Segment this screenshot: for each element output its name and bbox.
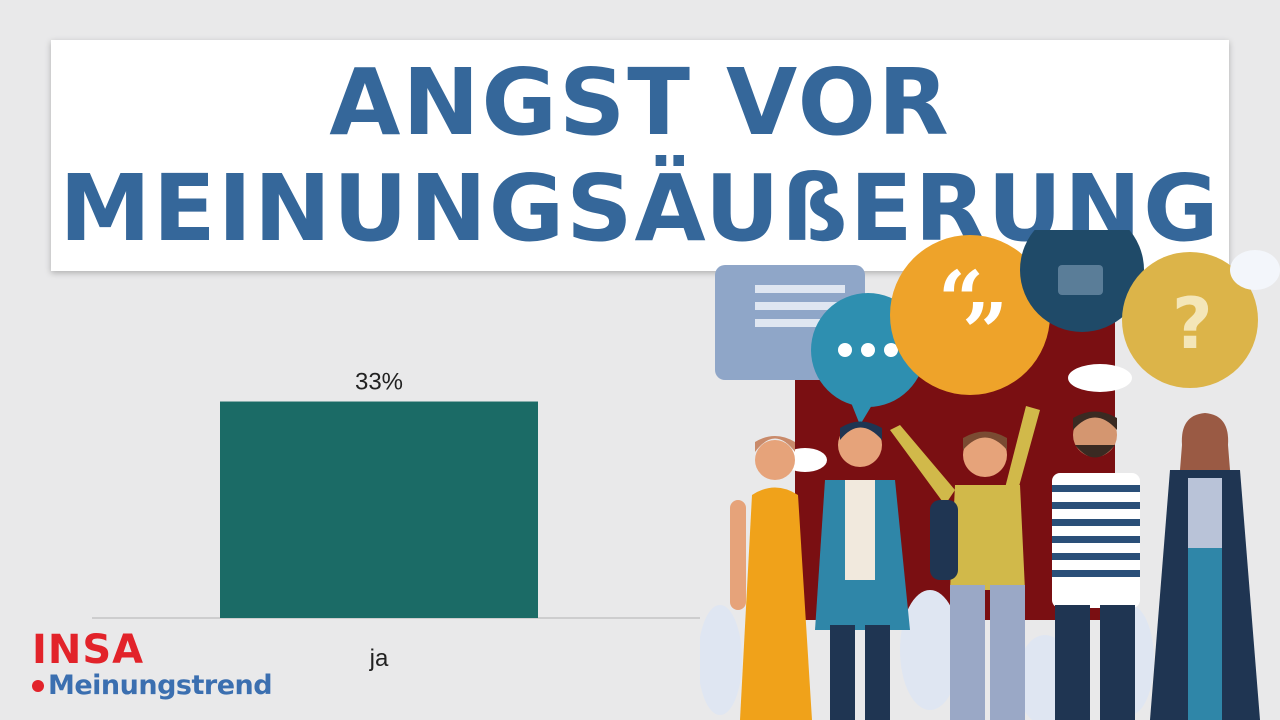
logo-dot-icon [32, 679, 44, 692]
category-label-ja: ja [369, 645, 389, 672]
insa-logo: INSA Meinungstrend [32, 627, 273, 701]
svg-text:“: “ [938, 253, 984, 347]
title-line-1: ANGST VOR [329, 48, 951, 156]
logo-sub-text: Meinungstrend [48, 670, 273, 701]
logo-brand: INSA [32, 627, 145, 673]
svg-text:”: ” [962, 285, 1008, 379]
svg-text:?: ? [1172, 283, 1213, 365]
title-banner: ANGST VOR MEINUNGSÄUßERUNG [51, 40, 1229, 271]
bar-ja [220, 401, 538, 618]
data-label-ja: 33% [355, 369, 403, 396]
title-line-2: MEINUNGSÄUßERUNG [59, 154, 1221, 262]
people-speech-bubbles-illustration: “ ” ? [700, 230, 1280, 720]
logo-subline: Meinungstrend [32, 670, 273, 701]
